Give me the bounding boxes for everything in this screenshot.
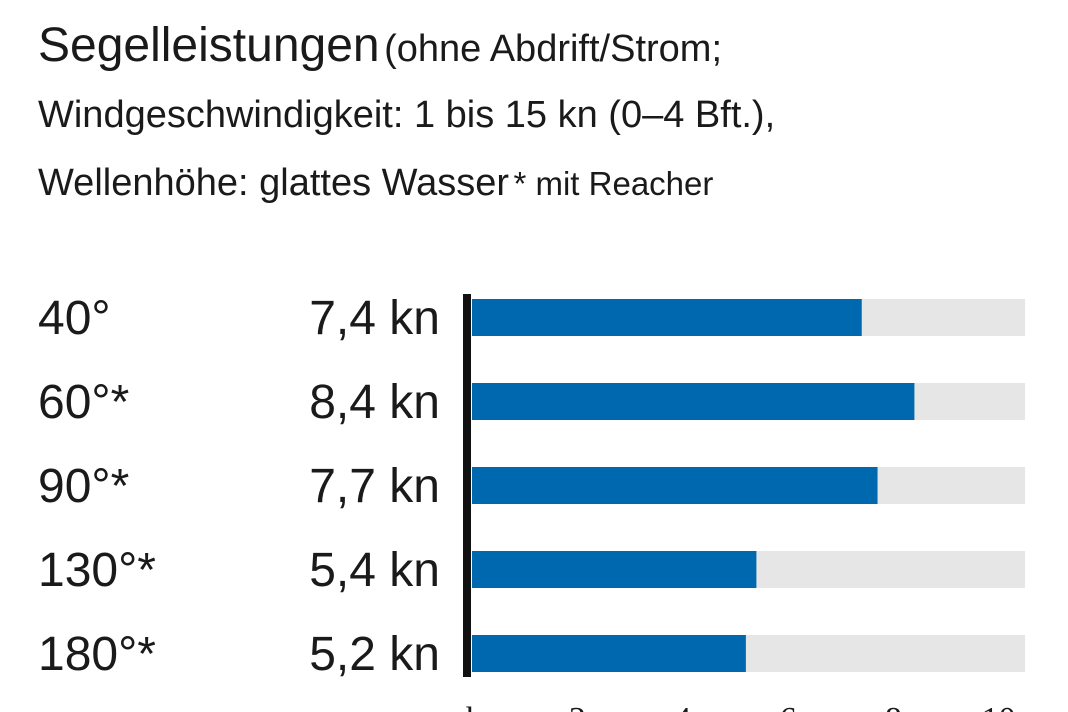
bar [472,383,915,420]
value-label: 8,4 kn [309,376,440,429]
x-tick-label: kn [466,701,500,712]
chart-subtitle-line2: Windgeschwindigkeit: 1 bis 15 kn (0–4 Bf… [38,94,776,136]
bar [472,635,746,672]
x-tick-label: 8 [885,701,902,712]
value-label: 5,2 kn [309,628,440,681]
category-label: 180°* [38,628,156,681]
chart-subtitle-line3: Wellenhöhe: glattes Wasser [38,162,510,204]
title-line-3: Wellenhöhe: glattes Wasser * mit Reacher [38,164,713,202]
chart-title: Segelleistungen [38,19,380,72]
x-tick-label: 10 [982,701,1016,712]
chart-footnote: * mit Reacher [513,165,714,202]
x-tick-label: 2 [569,701,586,712]
title-line-1: Segelleistungen (ohne Abdrift/Strom; [38,22,722,70]
category-label: 40° [38,292,111,345]
value-label: 7,4 kn [309,292,440,345]
y-axis-line [463,294,471,677]
bar [472,299,862,336]
value-label: 5,4 kn [309,544,440,597]
x-tick-label: 6 [780,701,797,712]
category-label: 60°* [38,376,130,429]
category-label: 90°* [38,460,130,513]
value-label: 7,7 kn [309,460,440,513]
x-tick-label: 4 [674,701,691,712]
category-label: 130°* [38,544,156,597]
bar [472,551,757,588]
bar [472,467,878,504]
chart-subtitle-part1: (ohne Abdrift/Strom; [384,28,722,70]
